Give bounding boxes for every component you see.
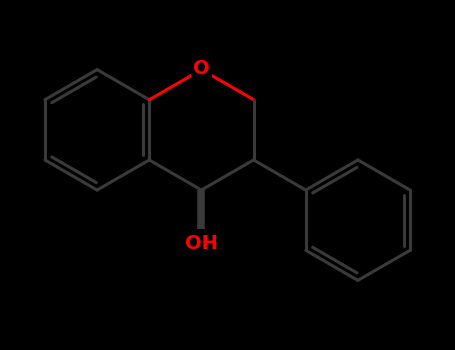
- Text: OH: OH: [185, 234, 218, 253]
- Text: O: O: [193, 60, 210, 78]
